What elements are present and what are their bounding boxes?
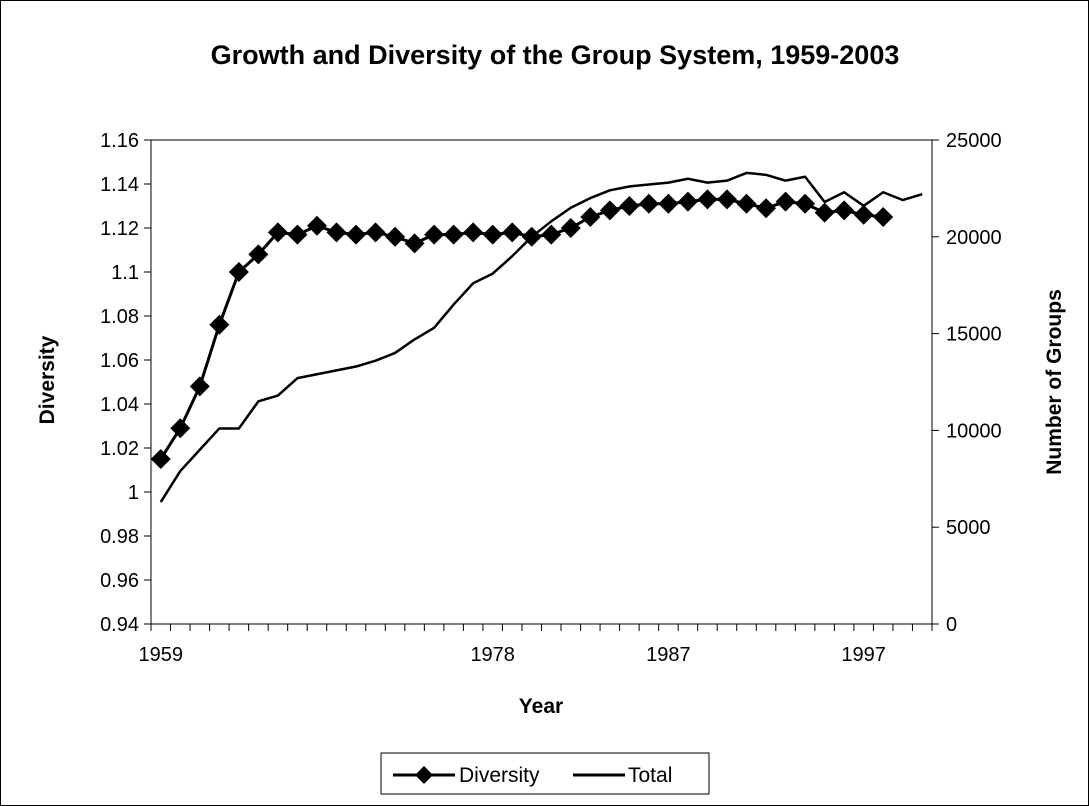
y-left-tick-label: 1.04 <box>100 394 139 416</box>
diversity-point <box>443 224 464 245</box>
diversity-point <box>756 198 777 219</box>
diversity-point <box>267 222 288 243</box>
diversity-point <box>228 262 249 282</box>
y-right-tick-label: 20000 <box>946 227 1002 249</box>
series-line-total <box>159 171 923 503</box>
x-axis-title: Year <box>519 695 563 718</box>
legend-total-label: Total <box>628 764 672 787</box>
diversity-point <box>834 200 855 221</box>
diversity-point <box>775 191 796 212</box>
diversity-point <box>853 204 874 225</box>
diversity-point <box>306 215 327 236</box>
diversity-point <box>326 222 347 243</box>
legend-diversity-marker <box>415 766 433 784</box>
left-axis: 0.94 0.96 0.98 1 1.02 1.04 1.06 1.08 1.1 1.12 1.14… <box>100 130 151 636</box>
diversity-point <box>365 222 386 243</box>
diversity-point <box>795 193 816 214</box>
y-right-axis-title: Number of Groups <box>1043 289 1066 475</box>
diversity-point <box>697 189 718 210</box>
y-right-tick-label: 10000 <box>946 420 1002 442</box>
y-left-tick-label: 1.08 <box>100 306 139 328</box>
diversity-point <box>814 202 835 223</box>
diversity-point <box>424 224 445 245</box>
diversity-point <box>716 189 737 210</box>
diversity-point <box>560 218 581 238</box>
x-tick-label: 1978 <box>470 644 515 666</box>
diversity-point <box>541 224 562 245</box>
x-tick-label: 1959 <box>139 644 184 666</box>
series-layer <box>150 171 923 503</box>
y-left-axis-title: Diversity <box>36 335 59 424</box>
diversity-point <box>482 224 503 245</box>
legend-diversity-label: Diversity <box>459 764 540 787</box>
diversity-point <box>346 224 367 245</box>
diversity-point <box>658 193 679 214</box>
y-left-tick-label: 0.98 <box>100 526 139 548</box>
diversity-point <box>209 314 230 335</box>
diversity-point <box>404 233 425 254</box>
diversity-point <box>170 418 191 439</box>
y-left-tick-label: 1.06 <box>100 350 139 372</box>
y-right-tick-label: 25000 <box>946 130 1002 152</box>
diversity-point <box>580 207 601 227</box>
y-left-tick-label: 0.96 <box>100 570 139 592</box>
y-left-tick-label: 1.12 <box>100 218 139 240</box>
diversity-point <box>677 191 698 212</box>
y-right-tick-label: 5000 <box>946 517 991 539</box>
diversity-point <box>385 226 406 247</box>
y-right-tick-label: 15000 <box>946 324 1002 346</box>
diversity-point <box>873 207 894 227</box>
diversity-point <box>248 244 269 265</box>
chart-title: Growth and Diversity of the Group System… <box>211 40 900 70</box>
y-right-tick-label: 0 <box>946 614 957 636</box>
y-left-tick-label: 1.02 <box>100 438 139 460</box>
y-left-tick-label: 1.14 <box>100 174 139 196</box>
x-tick-label: 1987 <box>646 644 691 666</box>
diversity-point <box>599 200 620 221</box>
y-left-tick-label: 0.94 <box>100 614 139 636</box>
diversity-point <box>287 224 308 245</box>
y-left-tick-label: 1.1 <box>111 262 139 284</box>
y-left-tick-label: 1.16 <box>100 130 139 152</box>
diversity-point <box>463 222 484 243</box>
diversity-point <box>619 196 640 216</box>
legend: Diversity Total <box>380 752 710 795</box>
x-tick-label: 1997 <box>841 644 886 666</box>
x-axis: 1959 1978 1987 1997 <box>139 624 933 666</box>
diversity-point <box>638 193 659 214</box>
plot-area <box>150 139 933 625</box>
diversity-point <box>189 376 210 397</box>
y-left-tick-label: 1 <box>128 482 139 504</box>
diversity-point <box>150 449 171 469</box>
right-axis: 0 5000 10000 15000 20000 25000 <box>932 130 1002 636</box>
diversity-point <box>736 193 757 214</box>
diversity-point <box>502 222 523 243</box>
plot-box <box>150 139 933 625</box>
